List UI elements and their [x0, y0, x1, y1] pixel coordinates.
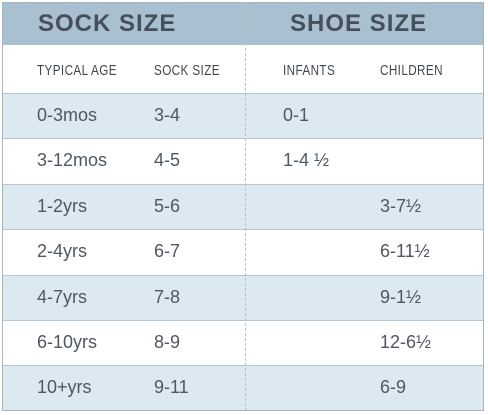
- table-cell: 4-5: [154, 150, 181, 171]
- table-cell: 6-7: [154, 241, 181, 262]
- table-row: [3, 365, 483, 411]
- table-row: [3, 93, 483, 138]
- table-cell: 12-6½: [380, 332, 432, 352]
- table-cell: 8-9: [154, 332, 181, 352]
- table-cell: 4-7yrs: [37, 286, 88, 307]
- column-header: INFANTS: [283, 62, 336, 79]
- table-cell: 9-1½: [380, 286, 422, 307]
- table-row: [3, 229, 483, 274]
- table-row: [3, 183, 483, 229]
- table-cell: 10+yrs: [37, 377, 92, 398]
- column-header: CHILDREN: [380, 62, 443, 79]
- table-row: [3, 274, 483, 320]
- table-cell: 3-12mos: [37, 150, 108, 171]
- table-cell: 9-11: [154, 377, 189, 398]
- table-cell: 6-11½: [380, 241, 430, 262]
- table-cell: 0-3mos: [37, 105, 98, 125]
- table-cell: 7-8: [154, 286, 181, 307]
- table-cell: 0-1: [283, 105, 310, 125]
- column-header: SOCK SIZE: [154, 62, 220, 79]
- group-title: SHOE SIZE: [290, 10, 428, 37]
- table-cell: 5-6: [154, 195, 181, 216]
- divider: [245, 3, 246, 411]
- table-cell: 6-9: [380, 377, 407, 398]
- table-cell: 3-4: [154, 105, 181, 125]
- group-title: SOCK SIZE: [38, 10, 177, 37]
- table-cell: 1-4 ½: [283, 150, 330, 171]
- table-cell: 1-2yrs: [37, 195, 88, 216]
- table-cell: 6-10yrs: [37, 332, 98, 352]
- table-cell: 3-7½: [380, 195, 422, 216]
- table-row: [3, 320, 483, 365]
- table-cell: 2-4yrs: [37, 241, 88, 262]
- table-frame: [2, 2, 484, 411]
- table-row: [3, 138, 483, 183]
- header-band: [3, 3, 483, 45]
- column-header: TYPICAL AGE: [37, 62, 117, 79]
